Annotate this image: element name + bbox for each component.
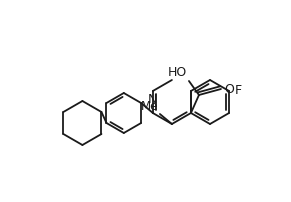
- Text: O: O: [224, 82, 234, 96]
- Text: HO: HO: [168, 66, 187, 79]
- Text: F: F: [235, 84, 242, 98]
- Text: Me: Me: [141, 100, 158, 113]
- Text: N: N: [148, 93, 157, 106]
